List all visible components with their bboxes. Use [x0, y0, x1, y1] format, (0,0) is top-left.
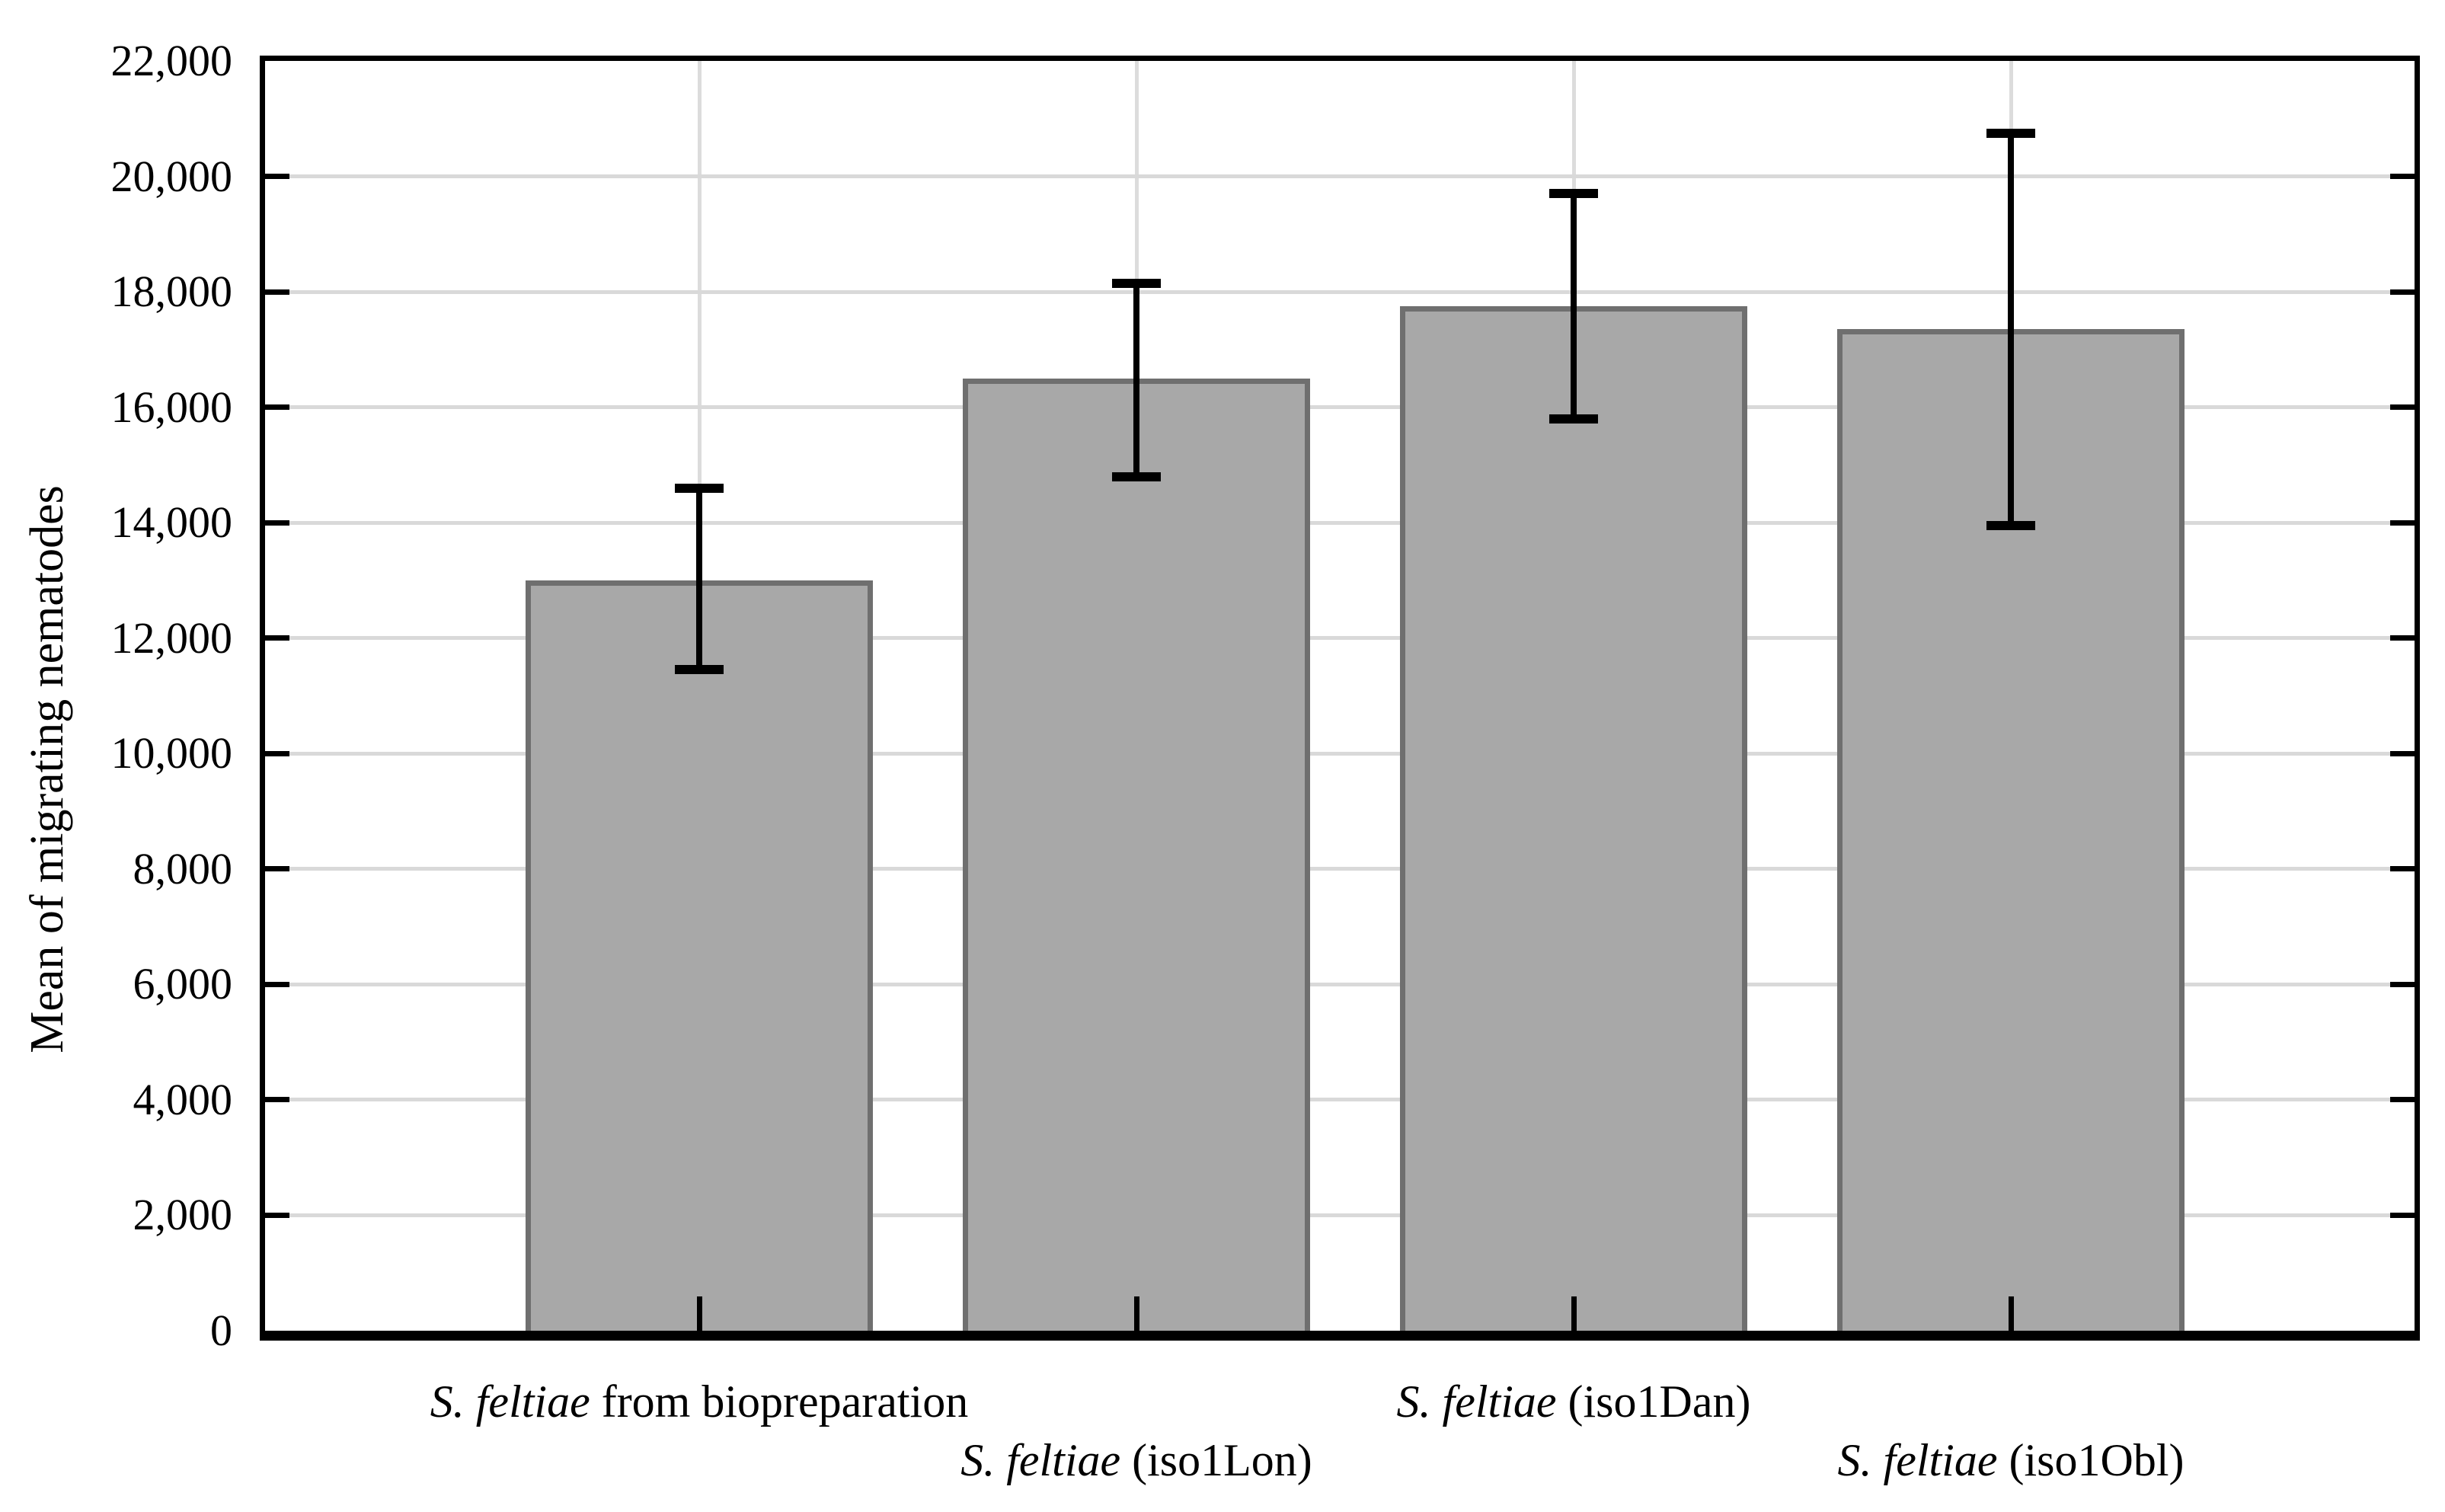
y-tick-left-12000 — [265, 635, 289, 641]
error-bar-line-4 — [2008, 133, 2014, 526]
error-bar-cap-top-4 — [1986, 128, 2035, 138]
x-category-label-1: S. feltiae from biopreparation — [90, 1374, 1309, 1429]
x-category-label-2: S. feltiae (iso1Lon) — [527, 1433, 1746, 1488]
gridline-16000 — [265, 405, 2415, 410]
y-tick-right-4000 — [2390, 1097, 2415, 1103]
plot-border — [260, 56, 2420, 1331]
error-bar-cap-bottom-3 — [1549, 414, 1598, 424]
error-bar-cap-top-1 — [675, 483, 724, 493]
error-bar-cap-bottom-2 — [1112, 472, 1161, 481]
category-suffix: from biopreparation — [590, 1376, 969, 1427]
y-tick-right-6000 — [2390, 981, 2415, 987]
error-bar-line-1 — [696, 487, 702, 670]
y-tick-label-16000: 16,000 — [110, 382, 233, 432]
category-suffix: (iso1Lon) — [1120, 1435, 1312, 1485]
y-tick-label-0: 0 — [210, 1306, 232, 1355]
y-tick-label-8000: 8,000 — [133, 843, 233, 893]
y-tick-right-8000 — [2390, 866, 2415, 872]
y-tick-right-18000 — [2390, 289, 2415, 295]
gridline-6000 — [265, 982, 2415, 986]
bar-category-1 — [526, 580, 873, 1331]
species-name-italic: S. feltiae — [430, 1376, 590, 1427]
y-tick-right-2000 — [2390, 1212, 2415, 1218]
error-bar-cap-top-2 — [1112, 278, 1161, 288]
category-suffix: (iso1Dan) — [1556, 1376, 1751, 1427]
y-tick-left-8000 — [265, 866, 289, 872]
error-bar-line-2 — [1133, 283, 1139, 477]
y-tick-label-10000: 10,000 — [110, 728, 233, 778]
gridline-20000 — [265, 174, 2415, 179]
x-category-label-4: S. feltiae (iso1Obl) — [1401, 1433, 2445, 1488]
y-tick-right-10000 — [2390, 750, 2415, 756]
gridline-12000 — [265, 636, 2415, 641]
y-tick-right-20000 — [2390, 174, 2415, 180]
gridline-14000 — [265, 520, 2415, 525]
y-tick-left-20000 — [265, 174, 289, 180]
y-tick-label-2000: 2,000 — [133, 1190, 233, 1240]
gridline-8000 — [265, 867, 2415, 871]
x-tick-1 — [696, 1296, 702, 1331]
x-axis-line — [260, 1331, 2420, 1341]
y-tick-right-16000 — [2390, 404, 2415, 411]
category-suffix: (iso1Obl) — [1997, 1435, 2185, 1485]
y-tick-left-14000 — [265, 519, 289, 526]
error-bar-cap-bottom-1 — [675, 665, 724, 675]
y-tick-label-6000: 6,000 — [133, 959, 233, 1009]
y-tick-right-12000 — [2390, 635, 2415, 641]
x-tick-4 — [2008, 1296, 2014, 1331]
x-tick-2 — [1133, 1296, 1139, 1331]
gridline-4000 — [265, 1098, 2415, 1102]
y-tick-label-14000: 14,000 — [110, 497, 233, 548]
bar-category-2 — [963, 378, 1310, 1331]
y-tick-left-6000 — [265, 981, 289, 987]
bar-category-3 — [1400, 306, 1747, 1331]
y-tick-left-10000 — [265, 750, 289, 756]
error-bar-cap-top-3 — [1549, 189, 1598, 199]
gridline-10000 — [265, 751, 2415, 756]
y-tick-left-4000 — [265, 1097, 289, 1103]
gridline-18000 — [265, 289, 2415, 294]
y-tick-left-2000 — [265, 1212, 289, 1218]
species-name-italic: S. feltiae — [1837, 1435, 1998, 1485]
species-name-italic: S. feltiae — [1396, 1376, 1557, 1427]
error-bar-cap-bottom-4 — [1986, 520, 2035, 530]
species-name-italic: S. feltiae — [960, 1435, 1121, 1485]
y-tick-left-16000 — [265, 404, 289, 411]
y-tick-label-20000: 20,000 — [110, 151, 233, 201]
y-tick-left-18000 — [265, 289, 289, 295]
y-tick-label-4000: 4,000 — [133, 1074, 233, 1124]
y-tick-label-22000: 22,000 — [110, 36, 233, 85]
y-tick-label-12000: 12,000 — [110, 612, 233, 663]
y-tick-right-14000 — [2390, 519, 2415, 526]
error-bar-line-3 — [1571, 193, 1577, 419]
x-tick-3 — [1571, 1296, 1577, 1331]
gridline-2000 — [265, 1213, 2415, 1217]
x-category-label-3: S. feltiae (iso1Dan) — [964, 1374, 2183, 1429]
y-tick-label-18000: 18,000 — [110, 267, 233, 317]
